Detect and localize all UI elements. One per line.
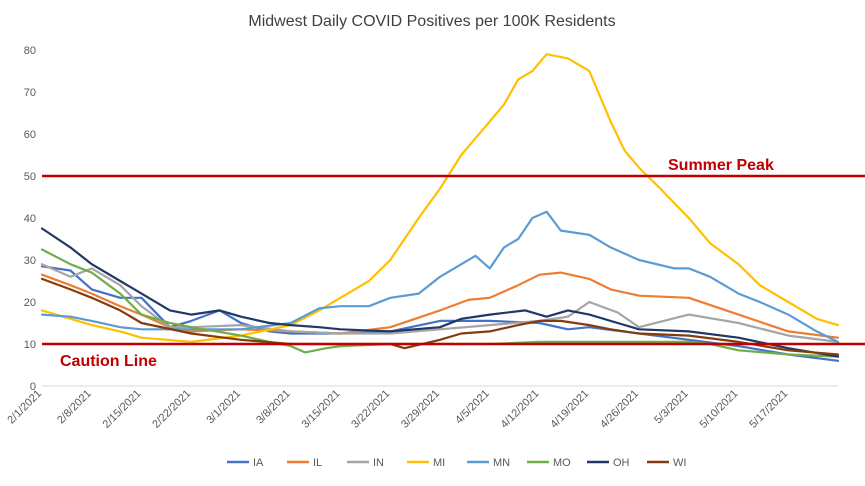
legend-label-il: IL bbox=[313, 457, 322, 469]
x-tick-label: 4/26/2021 bbox=[598, 388, 641, 431]
series-line-mi bbox=[40, 53, 840, 343]
y-tick-label: 30 bbox=[24, 255, 36, 267]
y-tick-label: 0 bbox=[30, 381, 36, 393]
series-line-oh bbox=[40, 227, 840, 358]
series-line-mo bbox=[40, 248, 840, 358]
chart-title: Midwest Daily COVID Positives per 100K R… bbox=[248, 13, 615, 30]
y-tick-label: 60 bbox=[24, 129, 36, 141]
x-tick-label: 2/1/2021 bbox=[5, 388, 44, 427]
legend-label-in: IN bbox=[373, 457, 384, 469]
y-tick-label: 20 bbox=[24, 297, 36, 309]
legend-label-mn: MN bbox=[493, 457, 510, 469]
y-tick-label: 50 bbox=[24, 171, 36, 183]
x-tick-label: 4/19/2021 bbox=[548, 388, 591, 431]
legend-label-mo: MO bbox=[553, 457, 571, 469]
x-tick-label: 2/22/2021 bbox=[150, 388, 193, 431]
x-tick-label: 4/12/2021 bbox=[499, 388, 542, 431]
series-lines bbox=[40, 53, 840, 362]
x-tick-label: 3/29/2021 bbox=[399, 388, 442, 431]
x-tick-label: 3/8/2021 bbox=[254, 388, 293, 427]
x-tick-label: 5/17/2021 bbox=[747, 388, 790, 431]
y-tick-label: 80 bbox=[24, 45, 36, 57]
axes: 0 10 20 30 40 50 60 70 80 2/1/2021 2/8/2021 2/15/20… bbox=[5, 45, 838, 431]
reference-lines: Summer Peak Caution Line bbox=[42, 157, 865, 370]
x-tick-label: 3/1/2021 bbox=[204, 388, 243, 427]
x-tick-label: 2/15/2021 bbox=[101, 388, 144, 431]
y-tick-label: 70 bbox=[24, 87, 36, 99]
y-tick-label: 40 bbox=[24, 213, 36, 225]
series-line-il bbox=[40, 271, 840, 339]
legend: IA IL IN MI MN MO OH WI bbox=[227, 457, 686, 469]
y-tick-label: 10 bbox=[24, 339, 36, 351]
caution-line-label: Caution Line bbox=[60, 353, 157, 370]
summer-peak-label: Summer Peak bbox=[668, 157, 774, 174]
series-line-in bbox=[40, 263, 840, 343]
legend-label-ia: IA bbox=[253, 457, 264, 469]
x-tick-label: 5/3/2021 bbox=[652, 388, 691, 427]
x-tick-label: 5/10/2021 bbox=[698, 388, 741, 431]
x-tick-label: 2/8/2021 bbox=[55, 388, 94, 427]
legend-label-oh: OH bbox=[613, 457, 630, 469]
legend-label-mi: MI bbox=[433, 457, 445, 469]
x-tick-label: 3/22/2021 bbox=[349, 388, 392, 431]
series-line-wi bbox=[40, 277, 840, 356]
x-tick-label: 3/15/2021 bbox=[300, 388, 343, 431]
legend-label-wi: WI bbox=[673, 457, 686, 469]
x-tick-label: 4/5/2021 bbox=[453, 388, 492, 427]
